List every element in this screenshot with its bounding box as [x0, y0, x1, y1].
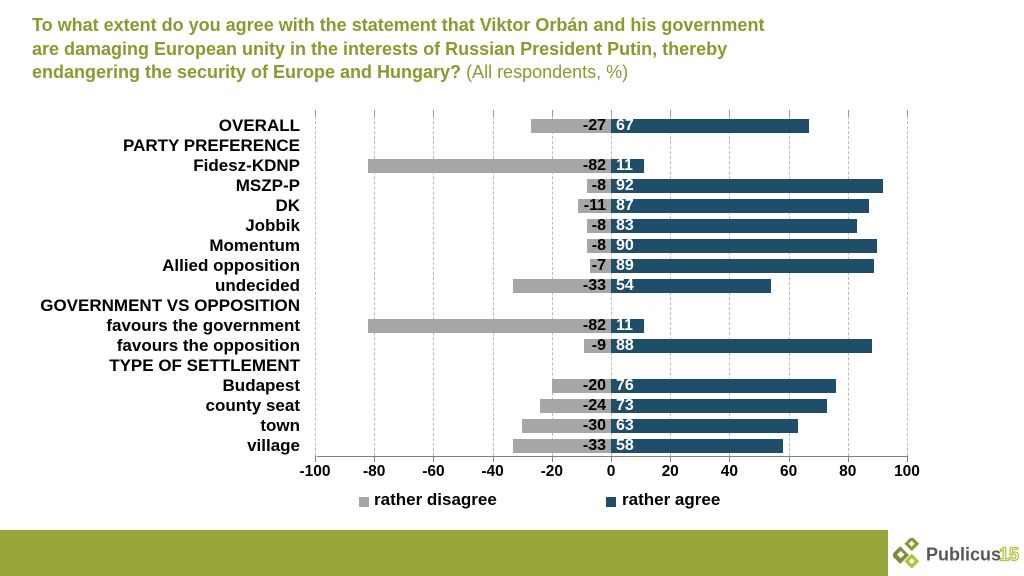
svg-text:Publicus: Publicus	[926, 545, 1001, 565]
svg-text:15: 15	[999, 545, 1019, 565]
